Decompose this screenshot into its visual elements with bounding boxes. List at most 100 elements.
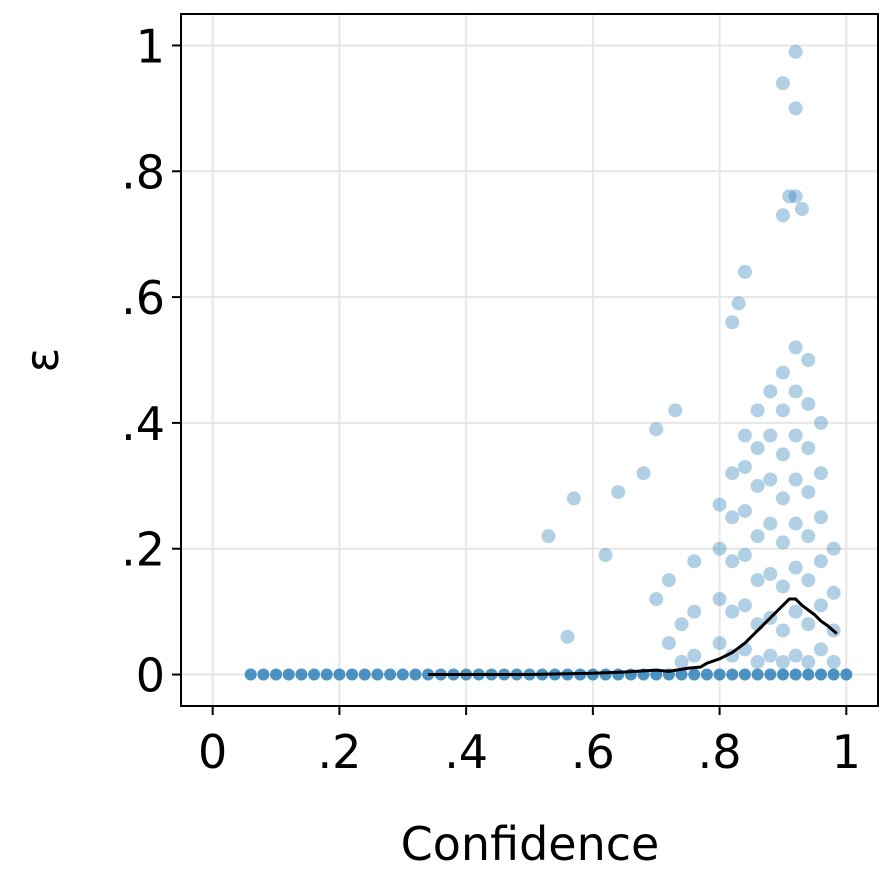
scatter-point xyxy=(840,668,853,681)
scatter-point xyxy=(775,447,790,462)
scatter-point xyxy=(731,296,746,311)
scatter-point xyxy=(358,668,371,681)
scatter-point xyxy=(308,668,321,681)
scatter-point xyxy=(257,668,270,681)
scatter-point xyxy=(788,472,803,487)
scatter-point xyxy=(333,668,346,681)
x-tick-label: .6 xyxy=(571,725,615,779)
scatter-point xyxy=(827,668,840,681)
scatter-point xyxy=(725,604,740,619)
scatter-point xyxy=(750,478,765,493)
scatter-point xyxy=(750,441,765,456)
scatter-point xyxy=(813,598,828,613)
scatter-point xyxy=(826,654,841,669)
x-tick-label: .8 xyxy=(698,725,742,779)
scatter-point xyxy=(726,668,739,681)
scatter-point xyxy=(813,466,828,481)
scatter-point xyxy=(763,472,778,487)
scatter-point xyxy=(737,428,752,443)
y-tick-label: .8 xyxy=(121,145,165,199)
scatter-point xyxy=(725,466,740,481)
scatter-point xyxy=(813,415,828,430)
scatter-point xyxy=(763,428,778,443)
scatter-point xyxy=(763,516,778,531)
scatter-point xyxy=(794,202,809,217)
scatter-point xyxy=(687,604,702,619)
scatter-point xyxy=(813,642,828,657)
scatter-point xyxy=(566,491,581,506)
scatter-point xyxy=(636,466,651,481)
scatter-point xyxy=(737,264,752,279)
scatter-point xyxy=(763,648,778,663)
scatter-point xyxy=(270,668,283,681)
y-tick-label: .4 xyxy=(121,397,165,451)
y-tick-label: 1 xyxy=(136,19,165,73)
scatter-point xyxy=(813,554,828,569)
scatter-point xyxy=(775,208,790,223)
scatter-point xyxy=(725,554,740,569)
scatter-point xyxy=(801,441,816,456)
scatter-point xyxy=(788,340,803,355)
scatter-point xyxy=(788,648,803,663)
scatter-point xyxy=(712,636,727,651)
scatter-point xyxy=(826,585,841,600)
scatter-point xyxy=(675,668,688,681)
scatter-point xyxy=(788,189,803,204)
scatter-point xyxy=(801,353,816,367)
scatter-point xyxy=(396,668,409,681)
scatter-point xyxy=(712,497,727,512)
y-axis-label: ε xyxy=(15,348,69,373)
scatter-point xyxy=(764,668,777,681)
scatter-point xyxy=(801,573,816,588)
x-tick-label: .4 xyxy=(444,725,488,779)
scatter-point xyxy=(802,668,815,681)
scatter-point xyxy=(725,315,740,330)
scatter-point xyxy=(713,668,726,681)
x-tick-label: 0 xyxy=(198,725,227,779)
scatter-point xyxy=(738,668,751,681)
scatter-point xyxy=(775,365,790,380)
scatter-point xyxy=(737,548,752,563)
scatter-point xyxy=(801,529,816,544)
scatter-point xyxy=(725,648,740,663)
scatter-point xyxy=(788,560,803,575)
scatter-point xyxy=(700,668,713,681)
scatter-point xyxy=(737,459,752,474)
scatter-point xyxy=(560,629,575,644)
scatter-point xyxy=(788,101,803,116)
scatter-point xyxy=(782,189,797,204)
scatter-point xyxy=(775,403,790,418)
scatter-point xyxy=(801,617,816,632)
plot-area xyxy=(181,14,878,706)
x-axis-label: Confidence xyxy=(401,817,660,871)
scatter-point xyxy=(788,516,803,531)
scatter-point xyxy=(295,668,308,681)
scatter-point xyxy=(687,648,702,663)
y-tick-label: .2 xyxy=(121,523,165,577)
x-tick-label: .2 xyxy=(317,725,361,779)
scatter-point xyxy=(775,654,790,669)
scatter-point xyxy=(346,668,359,681)
scatter-point xyxy=(320,668,333,681)
scatter-point xyxy=(712,541,727,556)
y-tick-label: 0 xyxy=(136,649,165,703)
scatter-point xyxy=(661,573,676,588)
scatter-point xyxy=(788,44,803,59)
y-tick-label: .6 xyxy=(121,271,165,325)
scatter-point xyxy=(541,529,556,544)
scatter-point xyxy=(814,668,827,681)
scatter-point xyxy=(788,604,803,619)
scatter-point xyxy=(763,384,778,399)
scatter-point xyxy=(750,573,765,588)
scatter-point xyxy=(409,668,422,681)
plot-frame xyxy=(180,13,879,707)
scatter-point xyxy=(612,668,625,681)
scatter-point xyxy=(750,654,765,669)
scatter-point xyxy=(775,623,790,638)
scatter-point xyxy=(775,579,790,594)
scatter-point xyxy=(776,668,789,681)
scatter-point xyxy=(674,617,689,632)
scatter-point xyxy=(668,403,683,418)
scatter-point xyxy=(674,654,689,669)
